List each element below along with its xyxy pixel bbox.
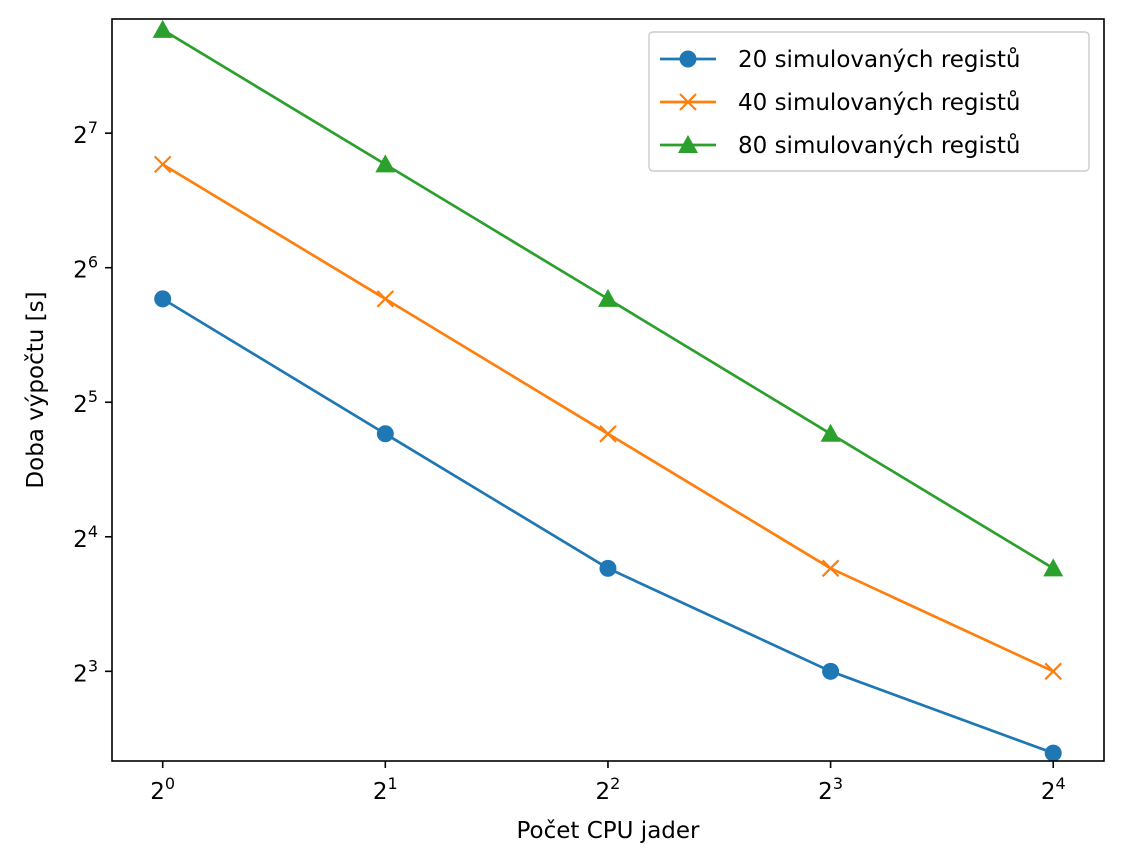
- x-tick-label: 20: [150, 774, 175, 805]
- legend-label: 20 simulovaných registů: [738, 46, 1021, 73]
- x-tick-label: 21: [373, 774, 398, 805]
- series-2: [152, 19, 1064, 577]
- data-point: [1044, 662, 1063, 681]
- legend-marker: [678, 135, 698, 153]
- ticks: 20 21 22 23 24 23 24 25 26 27: [73, 118, 1065, 805]
- legend-item: 80 simulovaných registů: [660, 132, 1021, 159]
- data-point: [152, 19, 173, 38]
- data-point: [154, 290, 172, 308]
- plot-area: [152, 19, 1064, 762]
- data-point: [821, 559, 840, 578]
- series-0: [154, 290, 1062, 762]
- data-point: [375, 154, 396, 173]
- legend-marker: [679, 93, 697, 111]
- series-1: [153, 155, 1063, 681]
- legend: 20 simulovaných registů 40 simulovaných r…: [648, 31, 1090, 172]
- data-point: [597, 288, 618, 307]
- data-point: [822, 662, 840, 680]
- series-line: [161, 297, 1054, 755]
- legend-box: [648, 31, 1090, 172]
- data-point: [820, 423, 841, 442]
- data-point: [153, 155, 172, 174]
- y-tick-label: 23: [73, 656, 98, 687]
- y-tick-label: 25: [73, 387, 98, 418]
- legend-label: 80 simulovaných registů: [738, 132, 1021, 159]
- y-tick-label: 26: [73, 253, 98, 284]
- legend-item: 20 simulovaných registů: [660, 46, 1021, 73]
- data-point: [599, 425, 617, 443]
- x-tick-label: 23: [818, 774, 843, 805]
- x-axis-label: Počet CPU jader: [516, 818, 700, 844]
- series-line: [161, 163, 1054, 673]
- x-tick-label: 24: [1041, 774, 1066, 805]
- y-axis-label: Doba výpočtu [s]: [23, 291, 49, 488]
- legend-marker: [679, 50, 697, 68]
- data-point: [1043, 558, 1064, 577]
- data-point: [599, 559, 617, 577]
- data-point: [376, 425, 394, 443]
- legend-label: 40 simulovaných registů: [738, 89, 1021, 116]
- x-tick-label: 22: [596, 774, 621, 805]
- y-tick-label: 27: [73, 118, 98, 149]
- y-tick-label: 24: [73, 522, 98, 553]
- legend-item: 40 simulovaných registů: [660, 89, 1021, 116]
- data-point: [1044, 744, 1062, 762]
- data-point: [376, 290, 395, 308]
